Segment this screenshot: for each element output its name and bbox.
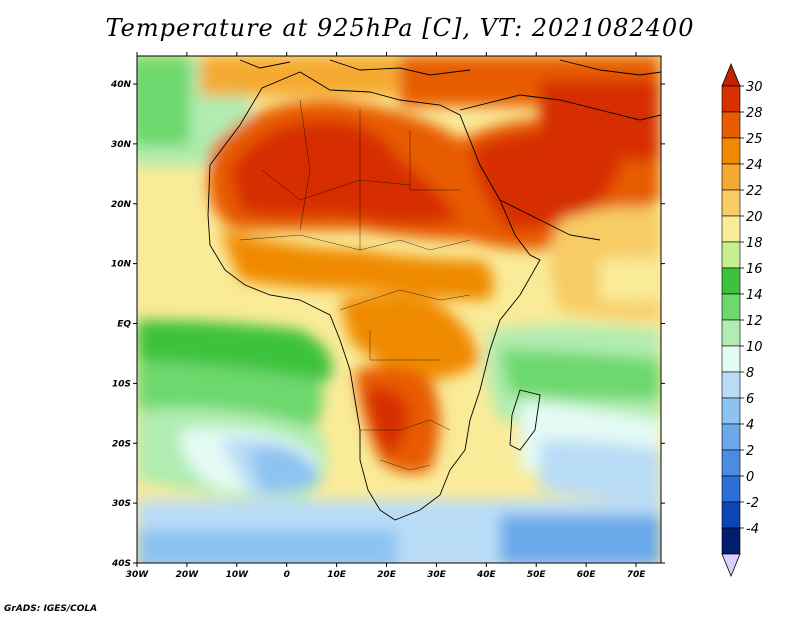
- y-tick-label: 40N: [110, 80, 132, 90]
- colorbar-segment: [721, 501, 741, 529]
- colorbar-segment: [721, 137, 741, 165]
- colorbar-segment: [721, 111, 741, 139]
- colorbar-label: 24: [746, 158, 763, 173]
- colorbar-label: -4: [746, 522, 759, 537]
- colorbar-segment: [721, 85, 741, 113]
- colorbar-segment: [721, 449, 741, 477]
- colorbar-over-triangle: [721, 62, 741, 87]
- y-tick-label: 20S: [112, 439, 131, 449]
- y-tick-label: 10S: [112, 379, 131, 389]
- colorbar-segment: [721, 397, 741, 425]
- y-tick-label: 20N: [111, 200, 132, 210]
- x-tick-label: 70E: [627, 570, 647, 580]
- colorbar-label: 28: [746, 106, 763, 121]
- colorbar-label: 16: [746, 262, 763, 277]
- colorbar-segment: [721, 345, 741, 373]
- colorbar-segment: [721, 475, 741, 503]
- country-borders: [239, 99, 471, 471]
- colorbar-label: 0: [746, 470, 754, 485]
- y-tick-label: EQ: [117, 320, 131, 330]
- colorbar-label: 12: [746, 314, 763, 329]
- colorbar-label: 22: [746, 184, 763, 199]
- colorbar-label: 30: [746, 80, 763, 95]
- x-tick-label: 40E: [476, 570, 497, 580]
- colorbar-label: 2: [746, 444, 754, 459]
- colorbar-label: -2: [746, 496, 759, 511]
- y-tick-label: 30S: [112, 499, 131, 509]
- plot-frame: [136, 55, 662, 564]
- colorbar-label: 10: [746, 340, 763, 355]
- colorbar-label: 8: [746, 366, 754, 381]
- x-tick-label: 60E: [577, 570, 597, 580]
- colorbar-segment: [721, 319, 741, 347]
- colorbar-segment: [721, 293, 741, 321]
- x-tick-label: 20W: [176, 570, 200, 580]
- colorbar-segment: [721, 527, 741, 555]
- y-tick-label: 30N: [111, 140, 132, 150]
- coastline-outline: [207, 59, 661, 521]
- temperature-field: [137, 56, 661, 563]
- x-tick-label: 50E: [527, 570, 547, 580]
- x-tick-label: 30W: [126, 570, 150, 580]
- x-tick-label: 10W: [226, 570, 250, 580]
- x-tick-label: 0: [284, 570, 290, 580]
- colorbar-label: 4: [746, 418, 754, 433]
- colorbar-label: 25: [746, 132, 763, 147]
- x-tick-label: 20E: [377, 570, 397, 580]
- y-tick-label: 10N: [111, 260, 132, 270]
- x-tick-label: 10E: [327, 570, 347, 580]
- colorbar-label: 6: [746, 392, 754, 407]
- colorbar-segment: [721, 215, 741, 243]
- colorbar-label: 20: [746, 210, 763, 225]
- credit-text: GrADS: IGES/COLA: [4, 604, 98, 614]
- colorbar-label: 14: [746, 288, 763, 303]
- colorbar-under-triangle: [721, 553, 741, 578]
- colorbar-segment: [721, 163, 741, 191]
- map-title: Temperature at 925hPa [C], VT: 202108240…: [105, 14, 695, 42]
- y-axis: 40N 30N 20N 10N EQ 10S 20S 30S 40S: [110, 80, 665, 569]
- colorbar-segment: [721, 371, 741, 399]
- x-tick-label: 30E: [427, 570, 447, 580]
- y-tick-label: 40S: [111, 559, 131, 569]
- colorbar-segment: [721, 267, 741, 295]
- colorbar-label: 18: [746, 236, 763, 251]
- colorbar-segment: [721, 189, 741, 217]
- colorbar-segment: [721, 423, 741, 451]
- colorbar-segment: [721, 241, 741, 269]
- x-axis: 30W 20W 10W 0 10E 20E 30E 40E 50E 60E 70E: [126, 52, 646, 580]
